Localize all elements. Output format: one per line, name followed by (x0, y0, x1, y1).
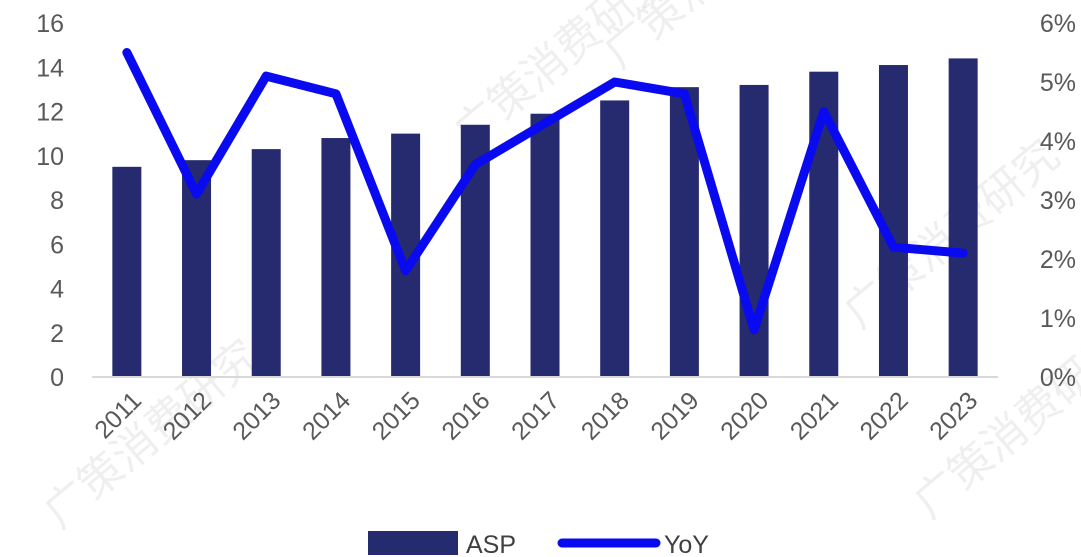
right-tick-label: 2% (1040, 246, 1076, 274)
left-tick-label: 4 (50, 276, 64, 304)
x-tick-label: 2017 (506, 386, 565, 445)
right-tick-label: 5% (1040, 69, 1076, 97)
right-tick-label: 6% (1040, 10, 1076, 38)
right-tick-label: 0% (1040, 364, 1076, 392)
asp-bar (600, 100, 630, 377)
left-tick-label: 16 (36, 10, 64, 38)
right-axis-ticks: 0% 1% 2% 3% 4% 5% 6% (1040, 10, 1076, 392)
x-tick-label: 2022 (855, 386, 914, 445)
x-tick-label: 2018 (576, 386, 635, 445)
x-tick-label: 2021 (785, 386, 844, 445)
right-tick-label: 4% (1040, 128, 1076, 156)
left-tick-label: 6 (50, 231, 64, 259)
left-tick-label: 10 (36, 143, 64, 171)
watermark: 广策消费研究 (34, 330, 269, 539)
asp-bar (112, 166, 142, 377)
asp-bars (112, 58, 978, 378)
legend-asp-label: ASP (466, 531, 516, 557)
left-tick-label: 14 (36, 54, 64, 82)
x-tick-label: 2020 (715, 386, 774, 445)
legend: ASP YoY (368, 531, 709, 557)
watermark: 广策消费研究 (594, 0, 829, 78)
left-tick-label: 2 (50, 320, 64, 348)
asp-bar (948, 58, 978, 378)
left-tick-label: 0 (50, 364, 64, 392)
x-tick-label: 2016 (436, 386, 495, 445)
legend-asp-swatch (368, 531, 458, 555)
asp-bar (321, 138, 351, 377)
asp-bar (251, 149, 281, 377)
right-tick-label: 1% (1040, 305, 1076, 333)
left-tick-label: 12 (36, 99, 64, 127)
yoy-line-series (122, 48, 968, 335)
x-tick-label: 2014 (297, 386, 356, 445)
right-tick-label: 3% (1040, 187, 1076, 215)
x-tick-label: 2019 (645, 386, 704, 445)
legend-yoy-label: YoY (664, 531, 709, 557)
asp-bar (530, 113, 560, 378)
left-tick-label: 8 (50, 187, 64, 215)
left-axis-ticks: 0 2 4 6 8 10 12 14 16 (36, 10, 64, 392)
x-tick-label: 2015 (367, 386, 426, 445)
